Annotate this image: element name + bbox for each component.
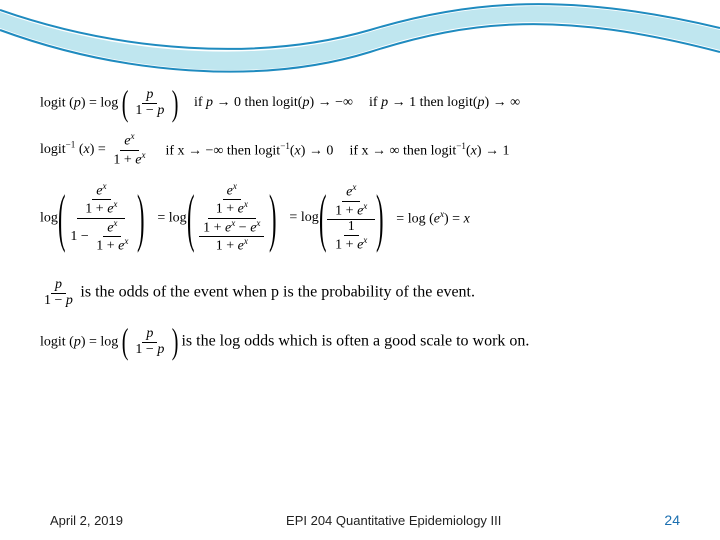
slide-footer: April 2, 2019 EPI 204 Quantitative Epide… <box>0 512 720 528</box>
text: logit (p) = log <box>40 334 118 349</box>
header-wave <box>0 0 720 90</box>
limit-x-posinf: if x → ∞ then logit−1(x) → 1 <box>349 141 509 160</box>
term3: = log ( ex 1 + ex 1 1 + ex ) <box>289 183 380 253</box>
slide-content: logit (p) = log ( p 1 − p ) if p → 0 the… <box>40 88 690 367</box>
limit-p-to-0: if p → 0 then logit(p) → −∞ <box>194 95 353 111</box>
footer-course: EPI 204 Quantitative Epidemiology III <box>286 513 501 528</box>
term1: log ( ex 1 + ex 1 − ex 1 + ex ) <box>40 182 141 254</box>
logodds-definition: logit (p) = log ( p 1 − p ) is the log o… <box>40 327 690 357</box>
eq-logit-def: logit (p) = log ( p 1 − p ) if p → 0 the… <box>40 88 690 118</box>
left-paren: ( <box>122 89 129 118</box>
logodds-desc: is the log odds which is often a good sc… <box>181 332 529 349</box>
denominator: 1 − p <box>131 104 168 119</box>
text: logit (p) = log <box>40 95 118 110</box>
right-paren: ) <box>172 89 179 118</box>
term2: = log ( ex 1 + ex 1 + ex − ex 1 + ex ) <box>157 182 273 254</box>
footer-date: April 2, 2019 <box>50 513 123 528</box>
denominator: 1 + ex <box>109 151 149 168</box>
limit-p-to-1: if p → 1 then logit(p) → ∞ <box>369 95 520 111</box>
term4: = log (ex) = x <box>396 209 470 228</box>
numerator: p <box>142 88 157 104</box>
frac-ex-over-1pex: ex 1 + ex <box>109 132 149 168</box>
text: logit−1 (x) = <box>40 142 109 157</box>
frac-p-over-1mp: p 1 − p <box>131 88 168 118</box>
frac-p-over-1mp-3: p 1 − p <box>131 327 168 357</box>
frac-p-over-1mp-2: p 1 − p <box>40 278 77 308</box>
odds-desc: is the odds of the event when p is the p… <box>80 284 475 301</box>
eq-logit-inverse: logit−1 (x) = ex 1 + ex if x → −∞ then l… <box>40 132 690 168</box>
limit-x-neginf: if x → −∞ then logit−1(x) → 0 <box>165 141 333 160</box>
eq-derivation: log ( ex 1 + ex 1 − ex 1 + ex ) <box>40 182 690 254</box>
odds-definition: p 1 − p is the odds of the event when p … <box>40 278 690 308</box>
wave-svg <box>0 0 720 90</box>
numerator: ex <box>120 132 138 150</box>
footer-page-number: 24 <box>664 512 680 528</box>
